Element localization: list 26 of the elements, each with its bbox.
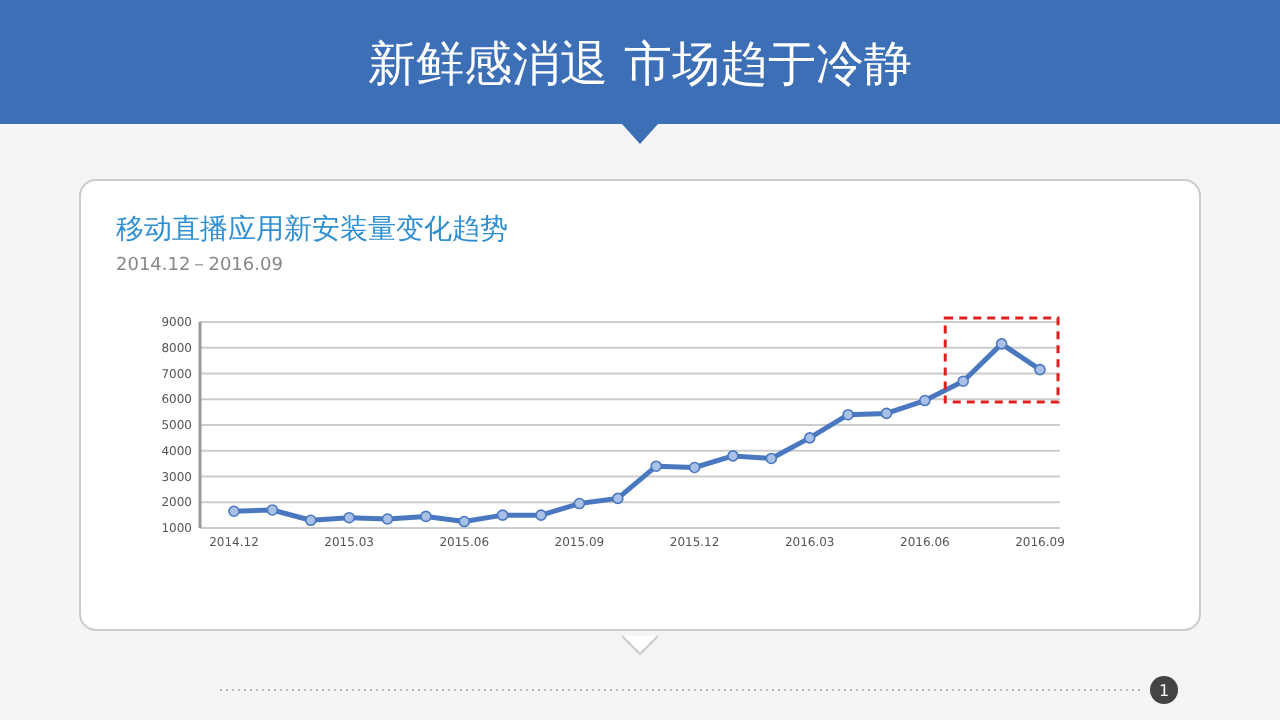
point (496, 509, 509, 521)
point (957, 375, 970, 388)
text: 1 (1158, 682, 1170, 700)
point (228, 505, 240, 518)
point (765, 452, 778, 465)
chart-subtitle: 2014.12－2016.09 (116, 256, 284, 276)
point (880, 407, 893, 420)
point (420, 510, 432, 523)
point (304, 514, 317, 527)
point (573, 497, 586, 510)
chart-title: 移动直播应用新安装量变化趋势 (116, 214, 508, 246)
point (688, 461, 701, 474)
point (995, 338, 1008, 350)
text: 新鲜感消退 市场趋于冷静 (368, 36, 912, 92)
point (612, 492, 624, 505)
point (381, 513, 394, 525)
point (1034, 363, 1046, 376)
point (266, 504, 279, 516)
point (458, 515, 471, 528)
point (343, 511, 355, 524)
point (535, 509, 547, 521)
point (650, 460, 662, 472)
point (842, 408, 854, 421)
point (727, 450, 739, 462)
point (803, 432, 816, 444)
point (919, 394, 931, 407)
